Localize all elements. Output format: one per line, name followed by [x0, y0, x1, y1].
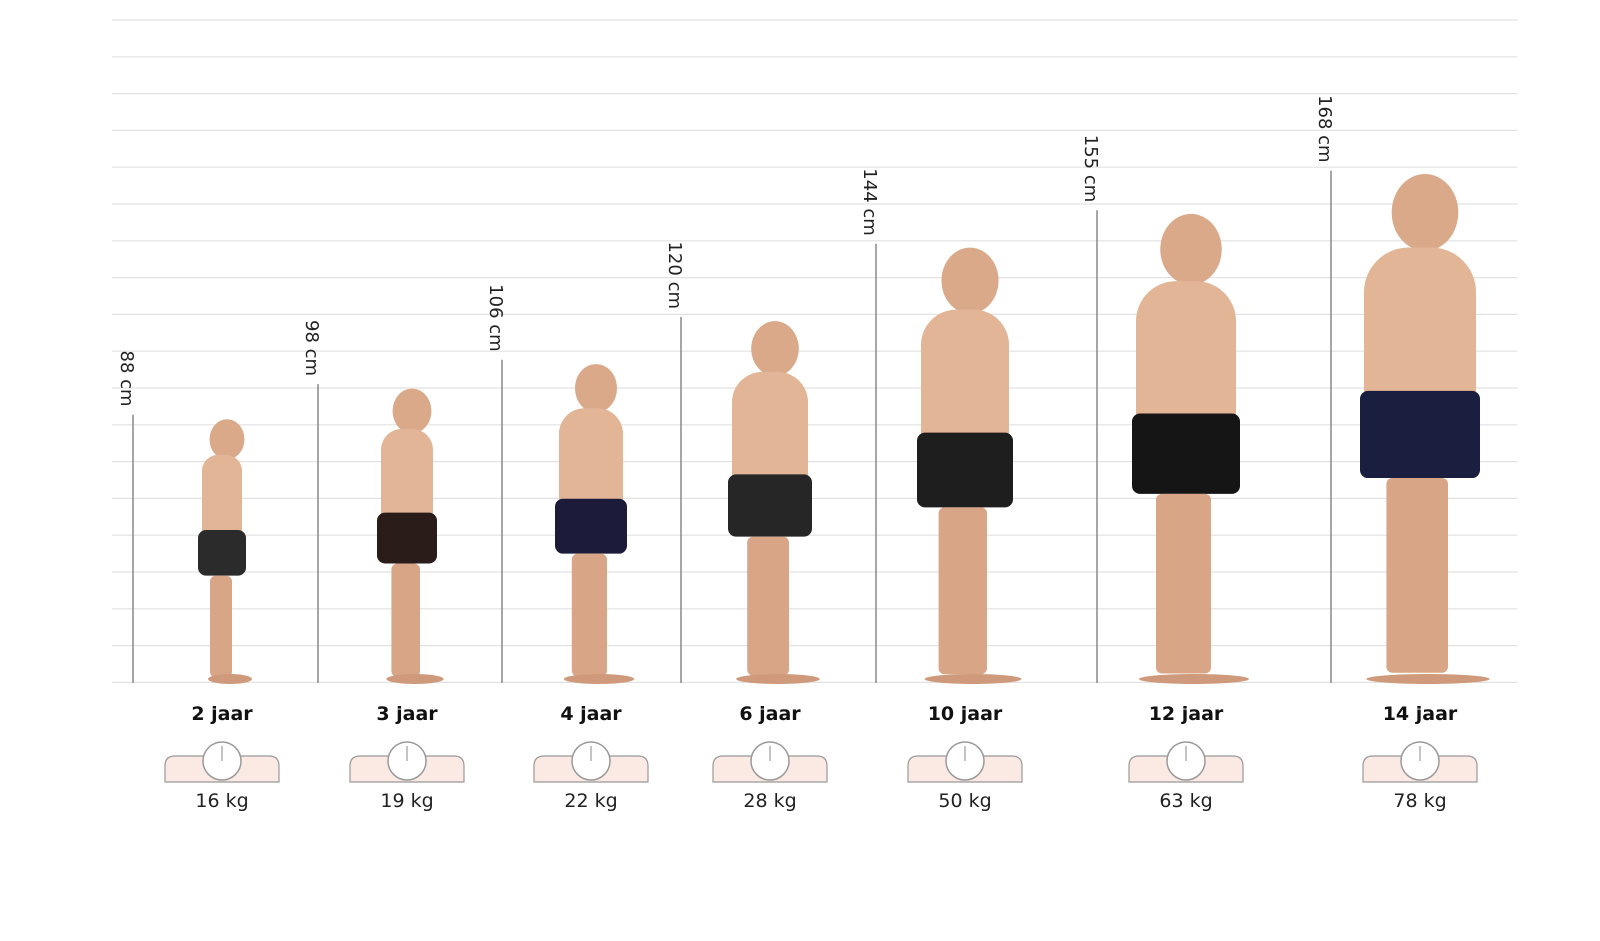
scale-icon — [907, 741, 1023, 783]
scale-icon — [533, 741, 649, 783]
head — [574, 364, 618, 413]
age-label: 12 jaar — [1149, 703, 1224, 725]
head — [209, 419, 245, 460]
shorts — [1360, 390, 1480, 479]
legs — [210, 575, 232, 678]
shorts — [917, 432, 1013, 508]
feet — [1139, 674, 1249, 684]
height-label: 168 cm — [1314, 95, 1335, 163]
height-label: 144 cm — [859, 168, 880, 236]
legs — [571, 553, 607, 677]
age-label: 4 jaar — [560, 703, 622, 725]
head — [392, 388, 432, 434]
shorts — [728, 474, 812, 537]
feet — [736, 674, 820, 684]
age-label: 6 jaar — [739, 703, 801, 725]
child-figure — [728, 321, 820, 684]
child-figure — [377, 388, 444, 684]
head — [941, 247, 999, 314]
scale-icon — [164, 741, 280, 783]
legs — [1156, 493, 1211, 674]
weight-label: 28 kg — [743, 790, 796, 812]
legs — [1386, 478, 1448, 673]
child-figure — [1360, 174, 1490, 684]
head — [751, 321, 799, 377]
scale-icon — [1128, 741, 1244, 783]
feet — [1366, 674, 1490, 684]
shorts — [555, 498, 627, 554]
feet — [563, 674, 635, 684]
age-label: 14 jaar — [1383, 703, 1458, 725]
shorts — [377, 512, 437, 564]
age-label: 2 jaar — [191, 703, 253, 725]
head — [1160, 213, 1222, 285]
scale-icon — [712, 741, 828, 783]
scale-icon — [1362, 741, 1478, 783]
legs — [938, 507, 987, 675]
shorts — [1132, 413, 1240, 494]
head — [1391, 174, 1459, 251]
legs — [747, 536, 789, 676]
height-label: 155 cm — [1080, 135, 1101, 203]
height-label: 88 cm — [116, 351, 137, 407]
child-figure — [555, 364, 635, 684]
age-label: 3 jaar — [376, 703, 438, 725]
feet — [924, 674, 1022, 684]
height-label: 98 cm — [301, 320, 322, 376]
weight-label: 22 kg — [564, 790, 617, 812]
scale-icon — [349, 741, 465, 783]
child-figure — [1132, 213, 1249, 684]
feet — [386, 674, 444, 684]
age-label: 10 jaar — [928, 703, 1003, 725]
height-label: 106 cm — [485, 284, 506, 352]
legs — [391, 563, 420, 678]
weight-label: 63 kg — [1159, 790, 1212, 812]
child-figure — [198, 419, 252, 684]
weight-label: 16 kg — [195, 790, 248, 812]
background-grid — [112, 19, 1517, 684]
shorts — [198, 530, 246, 576]
height-label: 120 cm — [664, 241, 685, 309]
child-figure — [917, 247, 1022, 684]
weight-label: 50 kg — [938, 790, 991, 812]
feet — [208, 674, 252, 684]
weight-label: 19 kg — [380, 790, 433, 812]
weight-label: 78 kg — [1393, 790, 1446, 812]
